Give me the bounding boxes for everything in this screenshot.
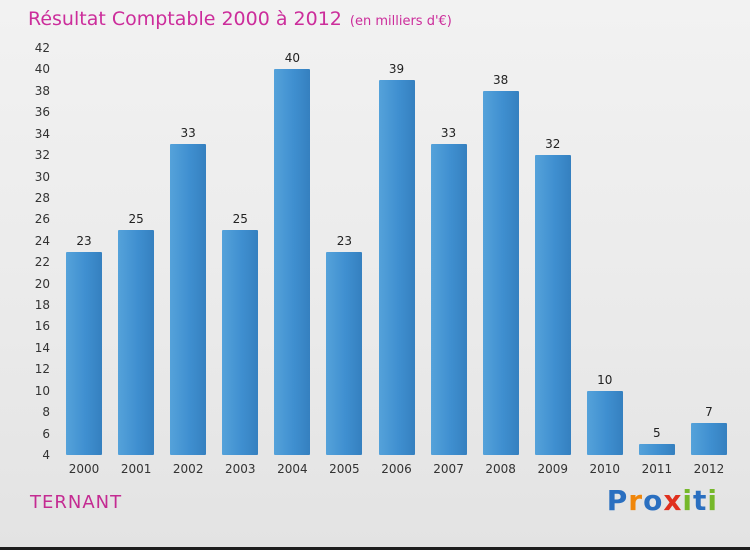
bar-value-label: 40 bbox=[284, 51, 300, 66]
bar-2011 bbox=[638, 444, 675, 455]
x-axis-tick-label: 2000 bbox=[68, 462, 100, 476]
bar-2004 bbox=[274, 69, 311, 455]
bar-value-label: 25 bbox=[128, 212, 144, 227]
y-axis-tick-label: 14 bbox=[34, 340, 50, 355]
x-axis-tick-label: 2012 bbox=[693, 462, 725, 476]
y-axis-tick-label: 4 bbox=[42, 448, 50, 462]
x-axis-tick-label: 2006 bbox=[381, 462, 412, 476]
y-axis-tick-label: 38 bbox=[34, 83, 50, 98]
y-axis-tick-label: 22 bbox=[34, 255, 50, 270]
logo-letter: x bbox=[663, 484, 683, 517]
y-axis-tick-label: 16 bbox=[34, 319, 50, 334]
bar-value-label: 33 bbox=[180, 126, 196, 141]
x-axis-tick-label: 2001 bbox=[120, 462, 152, 476]
bar-2002 bbox=[170, 144, 207, 455]
y-axis-tick-label: 32 bbox=[34, 148, 50, 163]
y-axis-tick-label: 6 bbox=[42, 426, 50, 441]
x-axis-tick-label: 2002 bbox=[172, 462, 204, 476]
y-axis-tick-label: 26 bbox=[34, 212, 50, 227]
bar-value-label: 7 bbox=[705, 404, 713, 419]
y-axis-tick-label: 18 bbox=[34, 298, 50, 313]
bar-2010 bbox=[586, 390, 623, 455]
chart-header: Résultat Comptable 2000 à 2012 (en millie… bbox=[28, 8, 452, 30]
y-axis-tick-label: 34 bbox=[34, 126, 50, 141]
y-axis-tick-label: 36 bbox=[34, 105, 50, 120]
logo-letter: i bbox=[682, 484, 693, 517]
x-axis-tick-label: 2009 bbox=[537, 462, 568, 476]
bar-value-label: 5 bbox=[653, 426, 661, 441]
bar-value-label: 33 bbox=[440, 126, 457, 141]
bar-2000 bbox=[66, 251, 103, 455]
proxiti-logo: Proxiti bbox=[607, 484, 718, 517]
y-axis-tick-label: 10 bbox=[34, 383, 50, 398]
bar-2001 bbox=[118, 230, 155, 455]
bar-2007 bbox=[430, 144, 467, 455]
x-axis-tick-label: 2011 bbox=[641, 462, 673, 476]
entity-name: TERNANT bbox=[30, 492, 123, 513]
x-axis-tick-label: 2005 bbox=[329, 462, 360, 476]
logo-letter: P bbox=[606, 484, 629, 517]
y-axis-tick-label: 42 bbox=[34, 41, 50, 55]
y-axis-tick-label: 12 bbox=[34, 362, 50, 377]
bar-2008 bbox=[482, 90, 519, 455]
bar-value-label: 39 bbox=[388, 62, 405, 77]
bar-value-label: 23 bbox=[76, 233, 92, 248]
bar-2003 bbox=[222, 230, 259, 455]
x-axis-tick-label: 2007 bbox=[433, 462, 464, 476]
x-axis-tick-label: 2010 bbox=[589, 462, 621, 476]
logo-letter: t bbox=[693, 484, 708, 517]
chart-subtitle: (en milliers d'€) bbox=[349, 14, 452, 29]
y-axis-tick-label: 20 bbox=[34, 276, 50, 291]
bar-2006 bbox=[378, 80, 415, 455]
y-axis-tick-label: 40 bbox=[34, 62, 50, 77]
y-axis-tick-label: 24 bbox=[34, 233, 50, 248]
bar-value-label: 25 bbox=[232, 212, 248, 227]
bar-value-label: 10 bbox=[597, 372, 613, 387]
bar-2009 bbox=[534, 155, 571, 455]
x-axis-tick-label: 2003 bbox=[224, 462, 256, 476]
x-axis-tick-label: 2004 bbox=[277, 462, 308, 476]
bar-value-label: 23 bbox=[336, 233, 353, 248]
chart-title: Résultat Comptable 2000 à 2012 bbox=[28, 8, 342, 30]
y-axis-tick-label: 30 bbox=[34, 169, 50, 184]
bar-value-label: 32 bbox=[545, 137, 561, 152]
y-axis-tick-label: 8 bbox=[42, 405, 50, 420]
logo-letter: o bbox=[643, 484, 664, 517]
logo-letter: i bbox=[707, 484, 718, 517]
bar-2005 bbox=[326, 251, 363, 455]
bar-2012 bbox=[690, 422, 727, 455]
bar-value-label: 38 bbox=[493, 72, 509, 87]
y-axis-tick-label: 28 bbox=[34, 190, 50, 205]
x-axis-tick-label: 2008 bbox=[485, 462, 516, 476]
logo-letter: r bbox=[628, 484, 644, 517]
